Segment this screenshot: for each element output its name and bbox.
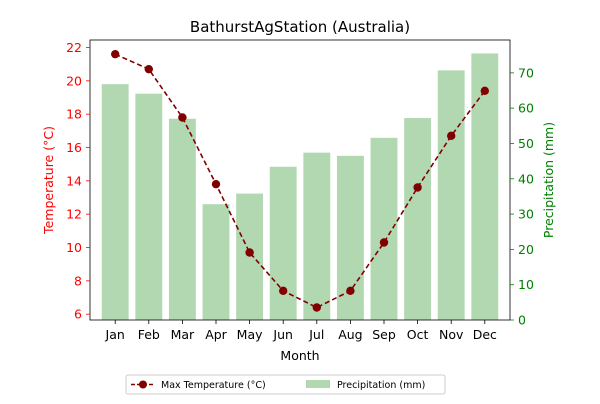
legend: Max Temperature (°C) Precipitation (mm) [125,374,446,395]
right-tick-label: 70 [518,65,534,80]
left-tick-label: 12 [66,207,82,222]
right-axis-label: Precipitation (mm) [541,122,556,238]
precipitation-bar-mar [168,118,196,321]
chart-title: BathurstAgStation (Australia) [190,18,410,36]
precipitation-bar-dec [471,53,499,321]
precipitation-bar-jul [303,152,331,320]
right-tick-label: 0 [518,313,526,328]
precipitation-bars [101,53,499,321]
x-tick-label: Aug [338,327,362,342]
right-tick-label: 30 [518,207,534,222]
legend-label-temperature: Max Temperature (°C) [161,380,266,391]
precipitation-bar-sep [370,137,398,320]
left-axis-label: Temperature (°C) [41,126,56,235]
legend-marker-swatch [139,380,147,389]
left-tick-label: 20 [66,73,82,88]
x-tick-label: Mar [171,327,195,342]
temperature-point-feb [144,64,153,74]
precipitation-bar-oct [404,118,432,320]
right-tick-label: 10 [518,277,534,292]
x-tick-label: Jan [105,327,125,342]
temperature-point-jun [279,286,288,296]
precipitation-bar-feb [135,93,163,320]
temperature-point-may [245,248,254,257]
left-tick-label: 14 [66,173,82,188]
temperature-point-aug [346,286,355,296]
left-tick-label: 10 [66,240,82,255]
temperature-line [111,49,489,312]
temperature-point-apr [211,179,221,189]
x-tick-label: Feb [138,327,160,342]
x-tick-label: Sep [372,327,396,342]
x-tick-label: Jun [272,327,293,342]
right-tick-label: 50 [518,136,534,151]
precipitation-bar-apr [202,204,230,320]
plot-frame [89,39,511,321]
left-tick-label: 6 [74,307,82,322]
x-tick-label: Nov [439,327,464,342]
left-tick-label: 16 [66,140,82,155]
temperature-point-nov [447,131,456,141]
x-tick-label: Apr [205,327,227,342]
temperature-point-jul [312,303,321,312]
temperature-line-path [114,53,486,309]
legend-box [125,374,446,395]
precipitation-bar-may [236,193,264,320]
axes: Jan Feb Mar Apr May Jun Jul Aug Sep Oct Nov Dec 6 8 10… [66,39,534,342]
precipitation-bar-jun [269,166,297,320]
temperature-point-jan [111,49,120,59]
left-tick-label: 22 [66,40,82,55]
x-tick-label: Oct [407,327,429,342]
left-tick-label: 8 [74,273,82,288]
temperature-point-dec [480,86,489,96]
x-tick-label: Dec [473,327,497,342]
legend-bar-swatch [306,380,330,388]
left-tick-label: 18 [66,107,82,122]
legend-label-precipitation: Precipitation (mm) [337,380,425,391]
precipitation-bar-nov [437,70,465,321]
x-tick-label: May [237,327,263,342]
temperature-point-oct [413,183,422,192]
x-tick-label: Jul [308,327,324,342]
right-tick-label: 40 [518,171,534,186]
right-tick-label: 20 [518,242,534,257]
precipitation-bar-jan [101,84,129,320]
x-axis-label: Month [280,348,319,363]
temperature-point-sep [379,238,389,247]
right-tick-label: 60 [518,101,534,116]
temperature-point-mar [178,113,187,122]
